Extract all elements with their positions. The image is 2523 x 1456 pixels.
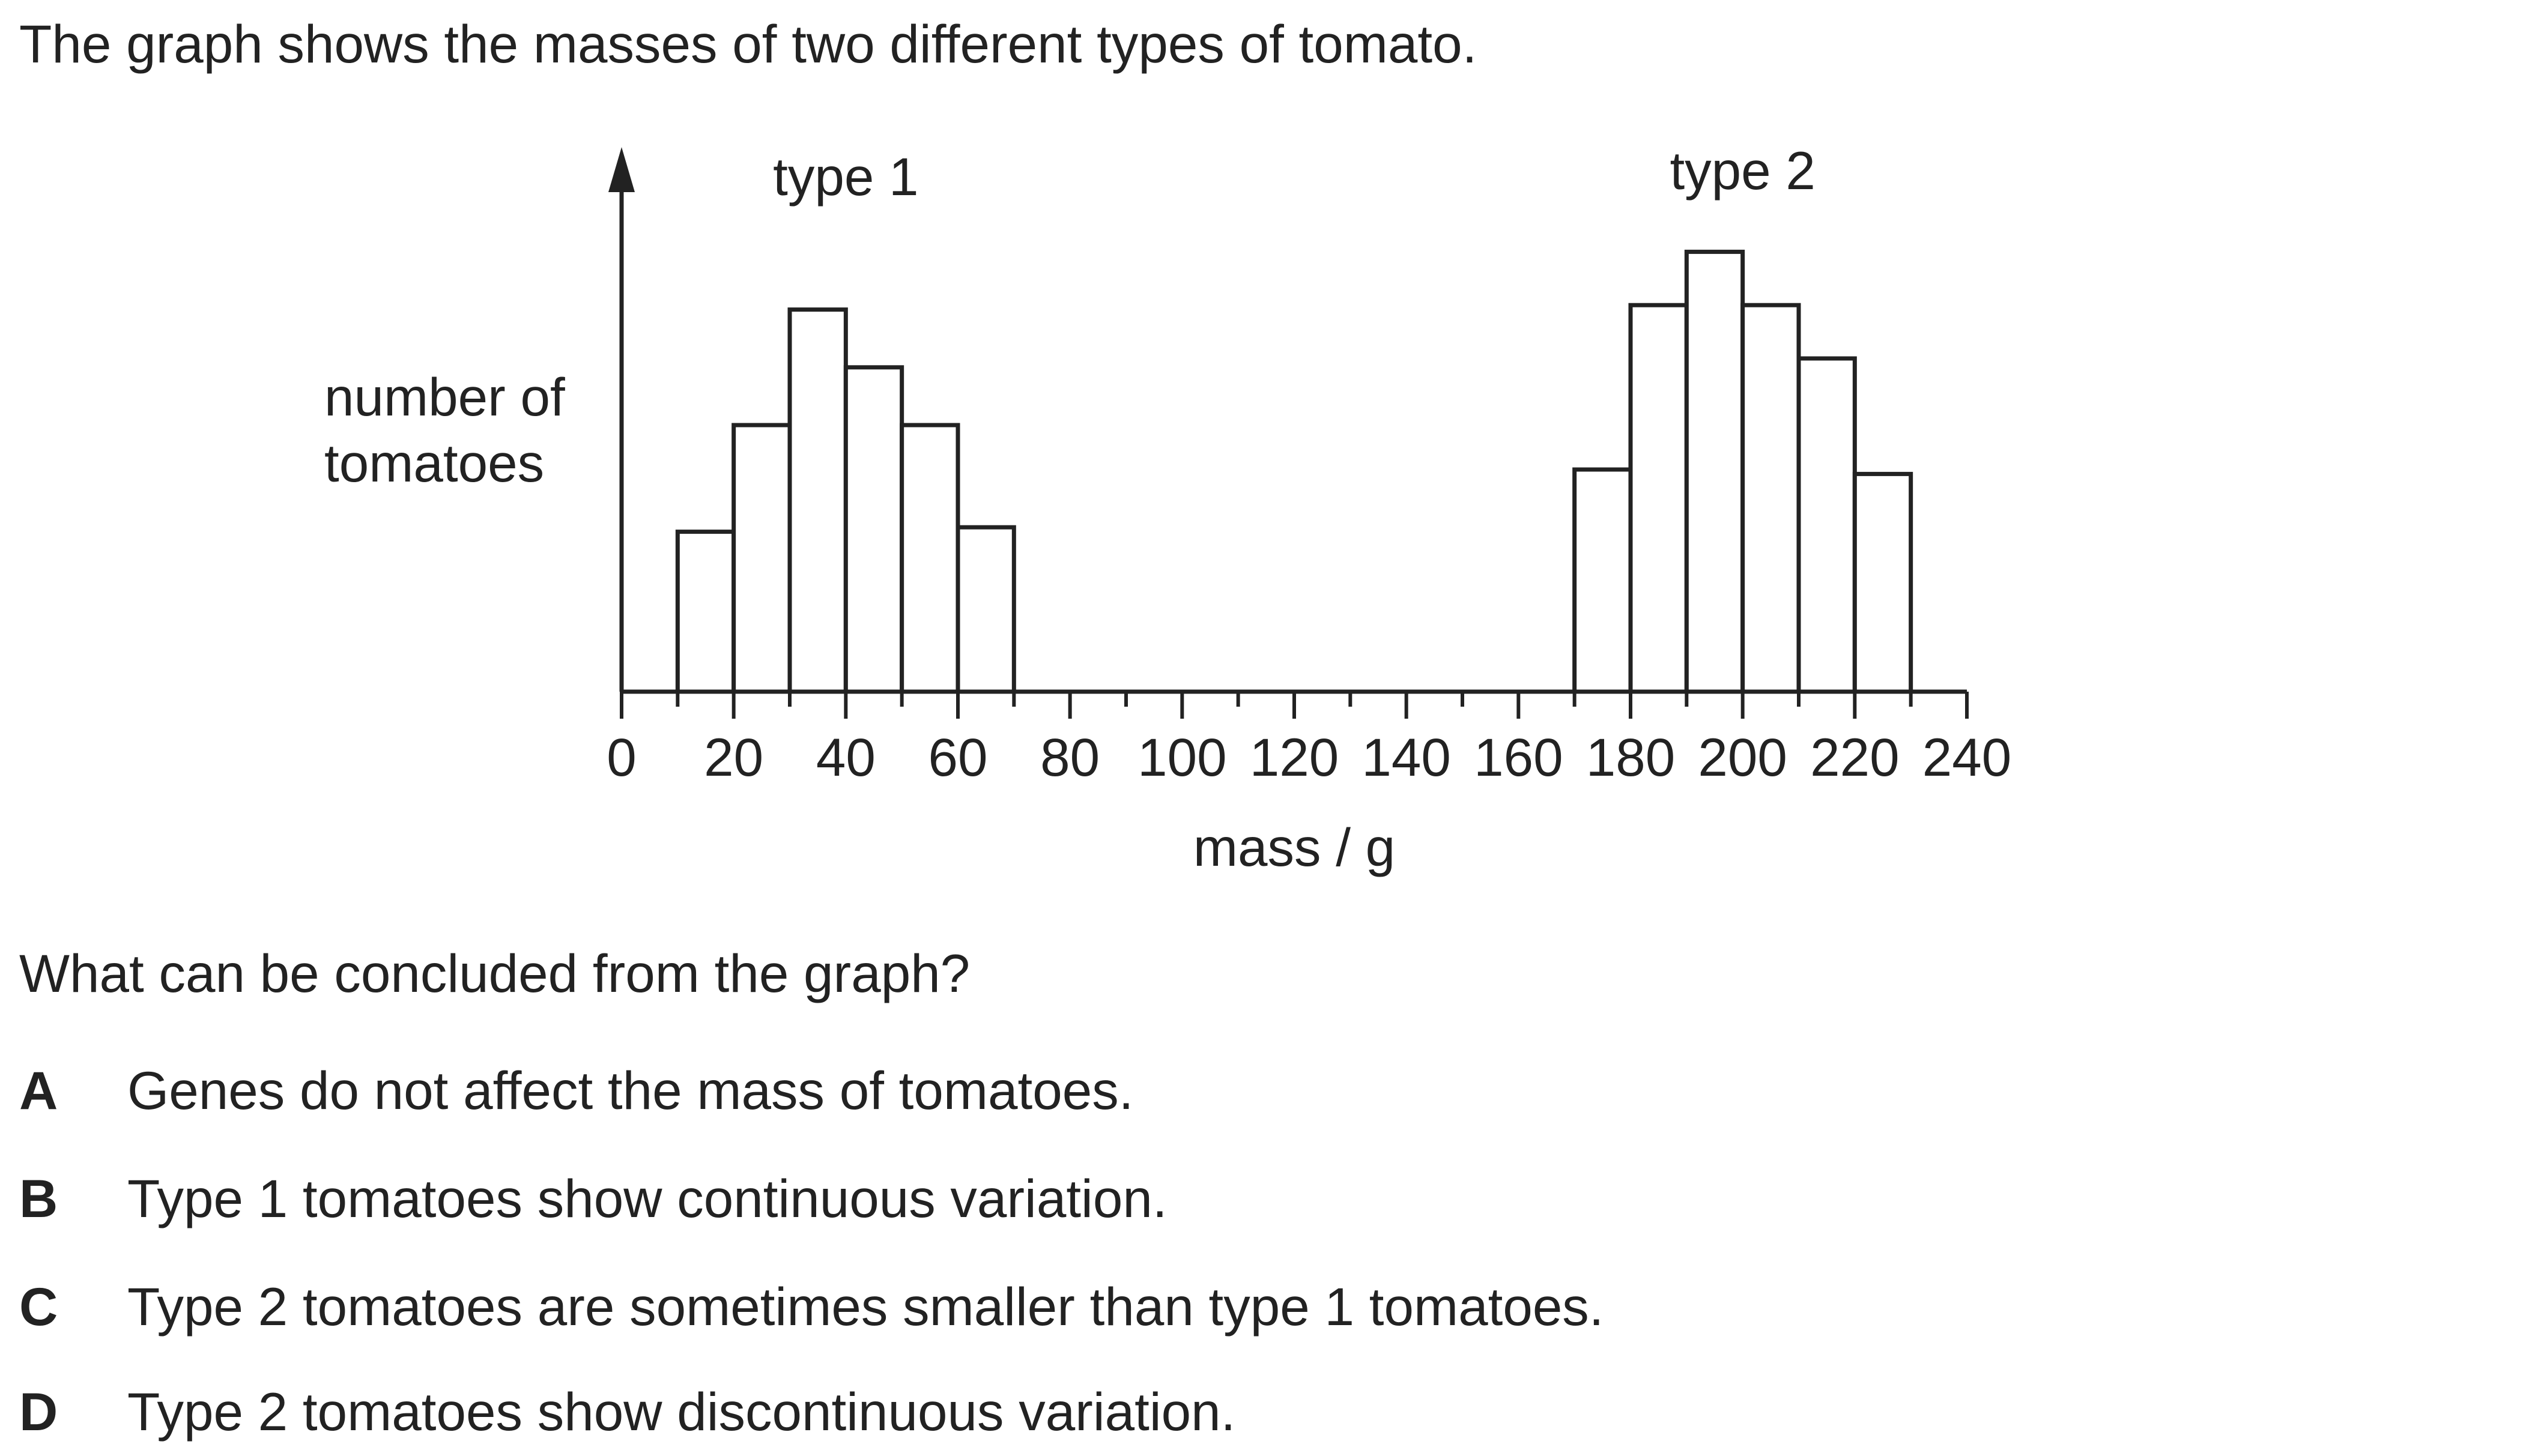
series-label-1: type 1 [773, 147, 918, 207]
x-tick-label: 100 [1137, 727, 1227, 787]
x-tick-label: 20 [704, 727, 763, 787]
bars [675, 249, 1913, 694]
option-c-text: Type 2 tomatoes are sometimes smaller th… [127, 1276, 1604, 1337]
bar-series2-210-220 [1796, 356, 1857, 694]
bar-series2-220-230 [1852, 471, 1913, 694]
bar-series2-190-200 [1684, 249, 1745, 694]
option-b-letter: B [19, 1168, 58, 1228]
bar-series1-30-40 [787, 307, 848, 694]
x-tick-label: 140 [1361, 727, 1451, 787]
question-text: What can be concluded from the graph? [19, 943, 971, 1003]
bar-series1-60-70 [956, 525, 1016, 694]
x-tick-label: 60 [928, 727, 988, 787]
option-d-text: Type 2 tomatoes show discontinuous varia… [127, 1382, 1236, 1442]
option-c-letter: C [19, 1276, 58, 1337]
x-tick-label: 40 [816, 727, 876, 787]
y-axis-arrow-icon [608, 147, 635, 192]
x-axis-label: mass / g [1193, 817, 1395, 877]
x-tick-label: 240 [1922, 727, 2012, 787]
bar-series1-10-20 [675, 530, 736, 694]
bar-series1-20-30 [731, 423, 792, 694]
bar-series1-40-50 [843, 365, 904, 694]
x-tick-label: 160 [1474, 727, 1563, 787]
intro-text: The graph shows the masses of two differ… [19, 14, 1477, 74]
option-d-letter: D [19, 1382, 58, 1442]
x-tick-label: 200 [1698, 727, 1787, 787]
x-tick-label: 180 [1586, 727, 1676, 787]
mass-histogram: 0 20 40 60 80 100 120 140 160 180 200 220 240 mass / … [324, 140, 2011, 877]
bar-series2-200-210 [1740, 303, 1801, 694]
bar-series1-50-60 [900, 423, 960, 694]
series-label-2: type 2 [1670, 140, 1815, 201]
x-tick-label: 120 [1250, 727, 1339, 787]
option-a-letter: A [19, 1060, 58, 1120]
x-tick-label: 80 [1040, 727, 1100, 787]
bar-series2-180-190 [1628, 303, 1689, 694]
x-ticks [620, 692, 1969, 719]
x-tick-label: 220 [1810, 727, 1900, 787]
labels: 0 20 40 60 80 100 120 140 160 180 200 220 240 mass / … [324, 140, 2011, 877]
option-a-text: Genes do not affect the mass of tomatoes… [127, 1060, 1134, 1120]
y-axis-label: number of tomatoes [324, 367, 565, 493]
bar-series2-170-180 [1572, 467, 1633, 694]
x-tick-label: 0 [607, 727, 637, 787]
option-b-text: Type 1 tomatoes show continuous variatio… [127, 1168, 1168, 1228]
